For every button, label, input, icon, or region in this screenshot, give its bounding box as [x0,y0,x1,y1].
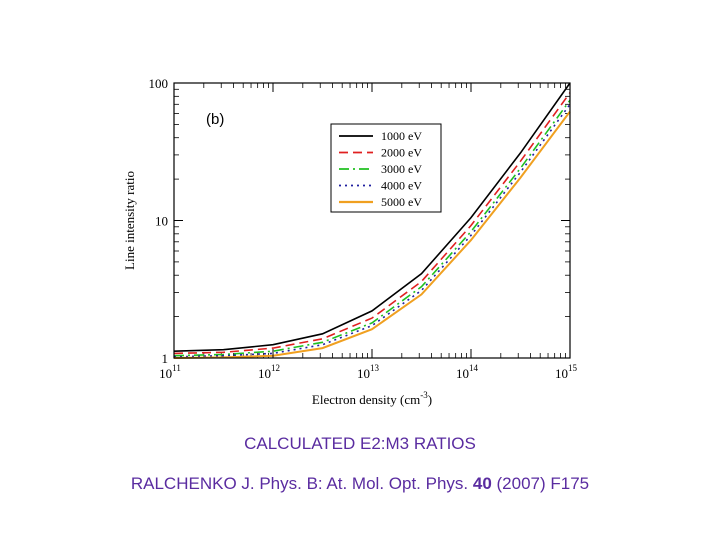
x-tick-label: 1011 [159,363,181,381]
x-tick-base: 10 [159,366,172,381]
citation-volume: 40 [472,474,492,493]
x-tick-base: 10 [456,366,469,381]
legend-label-4: 4000 eV [381,179,422,193]
y-tick-label: 1 [162,351,169,366]
y-tick-label: 10 [155,214,168,229]
x-tick-label: 1013 [357,363,380,381]
x-tick-base: 10 [357,366,370,381]
legend-label-1: 1000 eV [381,129,422,143]
x-tick-exponent: 11 [172,363,181,373]
legend: 1000 eV 2000 eV 3000 eV 4000 eV 5000 eV [330,123,442,213]
x-tick-exponent: 13 [370,363,380,373]
x-tick-base: 10 [555,366,568,381]
x-tick-label: 1012 [258,363,280,381]
legend-label-2: 2000 eV [381,146,422,160]
citation-prefix: RALCHENKO J. Phys. B: At. Mol. Opt. Phys… [130,474,473,493]
x-axis-label-end: ) [428,392,432,407]
legend-label-5: 5000 eV [381,195,422,209]
y-tick-label: 100 [149,76,169,91]
x-tick-base: 10 [258,366,271,381]
x-tick-exponent: 15 [568,363,578,373]
series-line-2 [173,92,571,355]
caption-title: CALCULATED E2:M3 RATIOS [244,434,476,453]
x-tick-label: 1014 [456,363,479,381]
x-tick-exponent: 14 [469,363,479,373]
citation-suffix: (2007) F175 [491,474,590,493]
y-axis-label: Line intensity ratio [122,171,137,270]
x-tick-label: 1015 [555,363,578,381]
series-layer [173,82,571,359]
series-line-4 [173,103,571,358]
series-line-3 [173,99,571,357]
series-line-5 [173,110,571,359]
panel-label: (b) [206,111,224,128]
x-axis-label-text: Electron density (cm [312,392,420,407]
caption-citation: RALCHENKO J. Phys. B: At. Mol. Opt. Phys… [0,474,720,494]
x-tick-exponent: 12 [271,363,280,373]
x-axis-label-exponent: -3 [420,390,428,400]
x-axis-label: Electron density (cm-3) [312,390,432,407]
legend-label-3: 3000 eV [381,162,422,176]
series-line-1 [173,82,571,352]
legend-box [330,123,442,213]
